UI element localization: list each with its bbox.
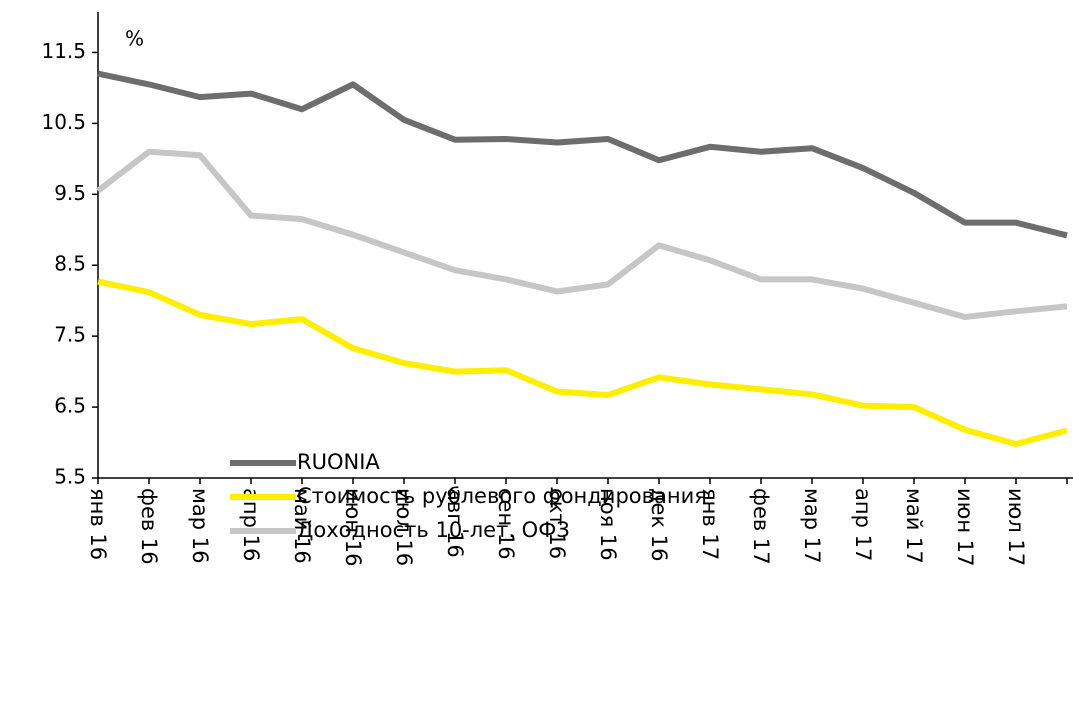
x-tick-label: фев 17 [749, 488, 773, 565]
y-tick-label: 10.5 [41, 110, 86, 134]
x-tick-label: ноя 16 [596, 488, 620, 561]
x-tick-label: сен 16 [494, 488, 518, 560]
x-tick-label: апр 16 [239, 488, 263, 561]
x-tick-label: янв 17 [698, 488, 722, 560]
x-tick-label: май 17 [902, 488, 926, 564]
unit-label: % [125, 27, 144, 51]
y-tick-label: 6.5 [54, 394, 86, 418]
y-tick-label: 11.5 [41, 39, 86, 63]
x-tick-label: мар 16 [188, 488, 212, 563]
x-tick-label: май 16 [290, 488, 314, 564]
x-tick-label: авг 16 [443, 488, 467, 558]
series-line [96, 148, 1068, 321]
x-tick-label: июл 17 [1004, 488, 1028, 566]
y-tick-label: 8.5 [54, 252, 86, 276]
series-line [97, 278, 1068, 447]
x-tick-label: апр 17 [851, 488, 875, 561]
x-tick-label: мар 17 [800, 488, 824, 563]
x-tick-label: окт 16 [545, 488, 569, 559]
legend-label: Доходность 10-лет. ОФЗ [297, 518, 570, 542]
y-tick-label: 5.5 [54, 465, 86, 489]
legend-label: Стоимость рублевого фондирования [297, 484, 707, 508]
legend-label: RUONIA [297, 450, 380, 474]
x-tick-label: июл 16 [392, 488, 416, 566]
x-tick-label: янв 16 [86, 488, 110, 560]
x-tick-label: дек 16 [647, 488, 671, 562]
x-tick-label: июн 16 [341, 488, 365, 566]
x-tick-label: фев 16 [137, 488, 161, 565]
x-tick-label: июн 17 [953, 488, 977, 566]
y-tick-label: 7.5 [54, 323, 86, 347]
series-line [97, 70, 1068, 239]
y-tick-label: 9.5 [54, 181, 86, 205]
